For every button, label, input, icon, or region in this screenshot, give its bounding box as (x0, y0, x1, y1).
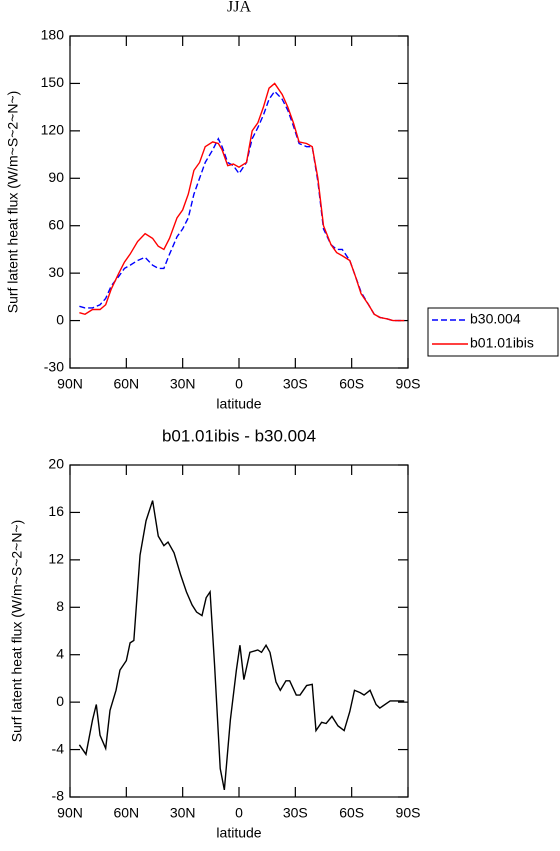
x-tick-label: 90S (396, 376, 421, 392)
chart-title: JJA (227, 0, 251, 16)
y-tick-label: -4 (52, 740, 65, 756)
plot-frame (69, 464, 409, 798)
y-tick-label: -30 (44, 359, 64, 375)
plot-frame (69, 35, 409, 369)
x-tick-label: 30S (283, 376, 308, 392)
y-tick-label: 0 (56, 693, 64, 709)
y-axis-label: Surf latent heat flux (W/m~S~2~N~) (9, 520, 25, 743)
legend-label: b30.004 (470, 311, 521, 327)
y-tick-label: 150 (41, 74, 65, 90)
y-tick-label: 30 (48, 264, 64, 280)
y-tick-label: 90 (48, 169, 64, 185)
y-tick-label: 12 (48, 551, 64, 567)
chart-title: b01.01ibis - b30.004 (162, 426, 316, 445)
y-tick-label: 180 (41, 27, 65, 43)
y-tick-label: 8 (56, 598, 64, 614)
y-tick-label: 4 (56, 645, 64, 661)
y-tick-label: 20 (48, 456, 64, 472)
x-tick-label: 30N (170, 376, 196, 392)
x-tick-label: 90N (57, 805, 83, 821)
y-tick-label: 60 (48, 216, 64, 232)
x-tick-label: 30S (283, 805, 308, 821)
x-tick-label: 30N (170, 805, 196, 821)
y-tick-label: 0 (56, 311, 64, 327)
series-line (78, 500, 405, 791)
x-tick-label: 0 (235, 805, 243, 821)
y-tick-label: 16 (48, 503, 64, 519)
x-axis-label: latitude (216, 396, 261, 412)
x-tick-label: 60N (113, 805, 139, 821)
x-axis-label: latitude (216, 825, 261, 841)
legend-label: b01.01ibis (470, 335, 534, 351)
x-tick-label: 60S (339, 805, 364, 821)
x-tick-label: 90S (396, 805, 421, 821)
x-tick-label: 90N (57, 376, 83, 392)
y-tick-label: 120 (41, 122, 65, 138)
x-tick-label: 60N (113, 376, 139, 392)
y-axis-label: Surf latent heat flux (W/m~S~2~N~) (5, 91, 21, 314)
x-tick-label: 0 (235, 376, 243, 392)
series-line (79, 90, 405, 322)
x-tick-label: 60S (339, 376, 364, 392)
y-tick-label: -8 (52, 788, 65, 804)
legend-box (427, 307, 559, 357)
series-line (79, 82, 405, 322)
